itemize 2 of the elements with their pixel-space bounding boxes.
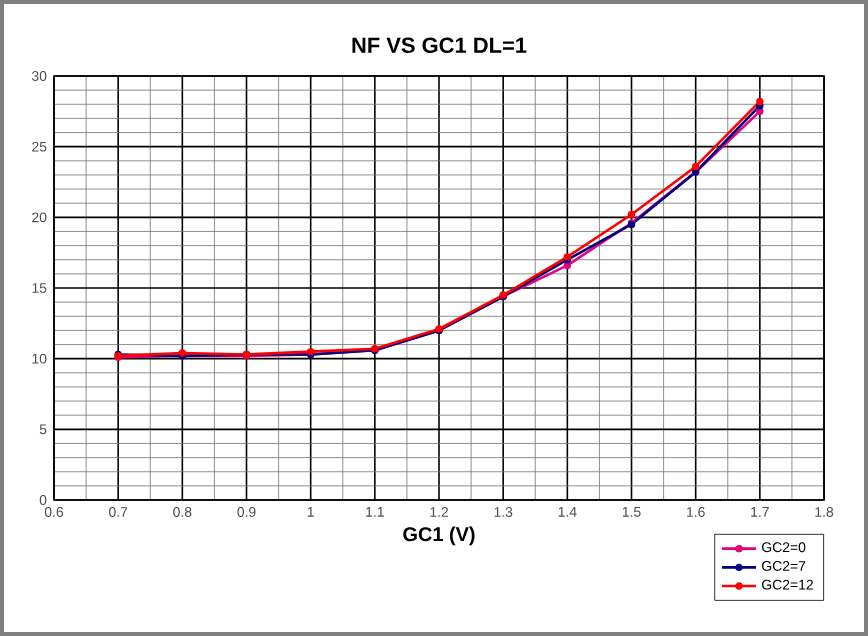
- x-axis-title: GC1 (V): [403, 526, 475, 546]
- chart-title: NF VS GC1 DL=1: [352, 37, 527, 54]
